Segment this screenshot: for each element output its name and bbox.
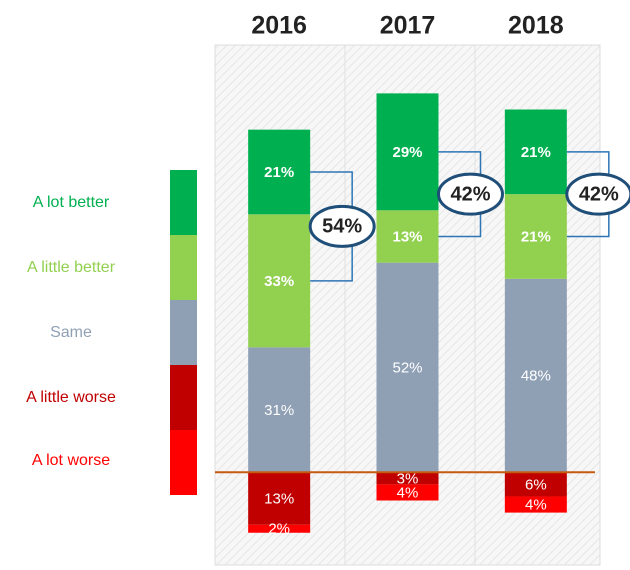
total-badge [308, 204, 376, 248]
data-label: 3% [397, 470, 419, 487]
legend-label: A lot worse [31, 451, 111, 469]
bar-segment [248, 472, 311, 525]
legend-label: Same [50, 323, 92, 341]
data-label: 52% [392, 359, 422, 376]
data-label: 6% [525, 476, 547, 493]
data-label: 31% [264, 402, 294, 419]
total-label: 42% [450, 183, 490, 205]
data-label: 4% [397, 484, 419, 501]
data-label: 13% [264, 490, 294, 507]
bar-segment [376, 93, 439, 211]
bar-segment [376, 210, 439, 263]
bar-segment [504, 496, 567, 513]
bar-segment [504, 194, 567, 279]
total-label: 42% [579, 183, 619, 205]
bar-segment [248, 129, 311, 215]
legend-label: A little worse [26, 388, 116, 406]
bar-segment [504, 109, 567, 195]
legend-swatch [170, 235, 197, 300]
bar-segment [376, 472, 439, 485]
data-label: 4% [525, 497, 547, 514]
data-label: 21% [264, 164, 294, 181]
category-label: 2016 [251, 12, 307, 40]
legend-label: A lot better [32, 193, 110, 211]
data-label: 48% [521, 368, 551, 385]
legend-swatch [170, 365, 197, 430]
category-label: 2017 [380, 12, 436, 40]
total-label: 54% [322, 216, 362, 238]
legend-swatch [170, 300, 197, 365]
category-label: 2018 [508, 12, 564, 40]
data-label: 2% [268, 521, 290, 538]
bar-segment [504, 472, 567, 497]
data-label: 29% [392, 144, 422, 161]
data-label: 33% [264, 273, 294, 290]
data-label: 21% [521, 144, 551, 161]
bar-segment [376, 262, 439, 473]
total-badge [437, 172, 504, 216]
bar-segment [248, 214, 311, 348]
legend-swatch [170, 430, 197, 495]
bar-segment [504, 278, 567, 473]
legend-swatch [170, 170, 197, 235]
bar-segment [376, 484, 439, 501]
bar-segment [248, 524, 311, 533]
data-label: 21% [521, 228, 551, 245]
bar-segment [248, 347, 311, 473]
total-badge [565, 172, 630, 216]
data-label: 13% [392, 228, 422, 245]
legend-label: A little better [26, 258, 116, 276]
